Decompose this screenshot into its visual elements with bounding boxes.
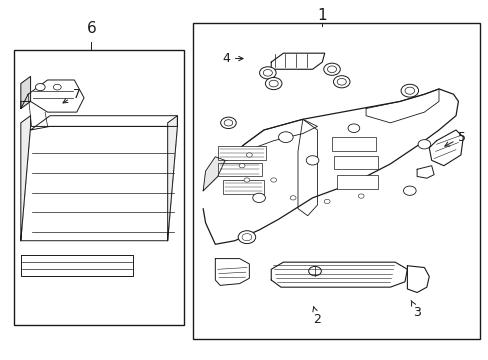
Circle shape xyxy=(323,63,340,75)
Bar xyxy=(217,163,261,176)
Polygon shape xyxy=(203,89,458,244)
Polygon shape xyxy=(21,80,84,112)
Circle shape xyxy=(239,163,244,168)
Circle shape xyxy=(220,117,236,129)
Text: 7: 7 xyxy=(63,88,81,103)
Polygon shape xyxy=(203,157,224,191)
Circle shape xyxy=(358,194,364,198)
Bar xyxy=(331,137,375,152)
Circle shape xyxy=(404,87,414,94)
Circle shape xyxy=(337,78,346,85)
Polygon shape xyxy=(428,130,462,166)
Circle shape xyxy=(289,196,295,200)
Polygon shape xyxy=(407,266,428,293)
Circle shape xyxy=(265,77,282,90)
Circle shape xyxy=(268,80,278,87)
Circle shape xyxy=(263,69,272,76)
Circle shape xyxy=(417,140,430,149)
Text: 2: 2 xyxy=(312,307,321,326)
Circle shape xyxy=(242,234,251,241)
Text: 5: 5 xyxy=(444,131,466,146)
Bar xyxy=(222,180,264,194)
Bar xyxy=(14,50,183,325)
Polygon shape xyxy=(30,116,177,130)
Circle shape xyxy=(224,120,232,126)
Bar xyxy=(193,23,479,339)
Polygon shape xyxy=(416,166,433,178)
Circle shape xyxy=(403,186,415,195)
Circle shape xyxy=(53,84,61,90)
Polygon shape xyxy=(21,76,30,109)
Circle shape xyxy=(347,124,359,132)
Circle shape xyxy=(327,66,336,73)
Circle shape xyxy=(278,132,292,143)
Bar xyxy=(334,156,377,169)
Circle shape xyxy=(252,193,265,203)
Circle shape xyxy=(244,178,249,182)
Text: 6: 6 xyxy=(86,21,96,36)
Circle shape xyxy=(35,84,45,91)
Circle shape xyxy=(246,153,252,157)
Polygon shape xyxy=(271,262,407,287)
Circle shape xyxy=(238,231,255,244)
Circle shape xyxy=(259,67,276,79)
Polygon shape xyxy=(21,255,132,276)
Bar xyxy=(217,146,266,160)
Polygon shape xyxy=(21,116,30,241)
Circle shape xyxy=(324,199,329,203)
Polygon shape xyxy=(21,126,177,241)
Circle shape xyxy=(400,84,418,97)
Bar xyxy=(336,175,377,189)
Text: 1: 1 xyxy=(317,8,326,23)
Circle shape xyxy=(333,76,349,88)
Polygon shape xyxy=(167,116,177,241)
Circle shape xyxy=(308,266,321,276)
Text: 3: 3 xyxy=(410,301,420,319)
Circle shape xyxy=(270,178,276,182)
Text: 4: 4 xyxy=(222,52,243,65)
Circle shape xyxy=(305,156,318,165)
Polygon shape xyxy=(271,53,324,69)
Polygon shape xyxy=(215,258,249,285)
